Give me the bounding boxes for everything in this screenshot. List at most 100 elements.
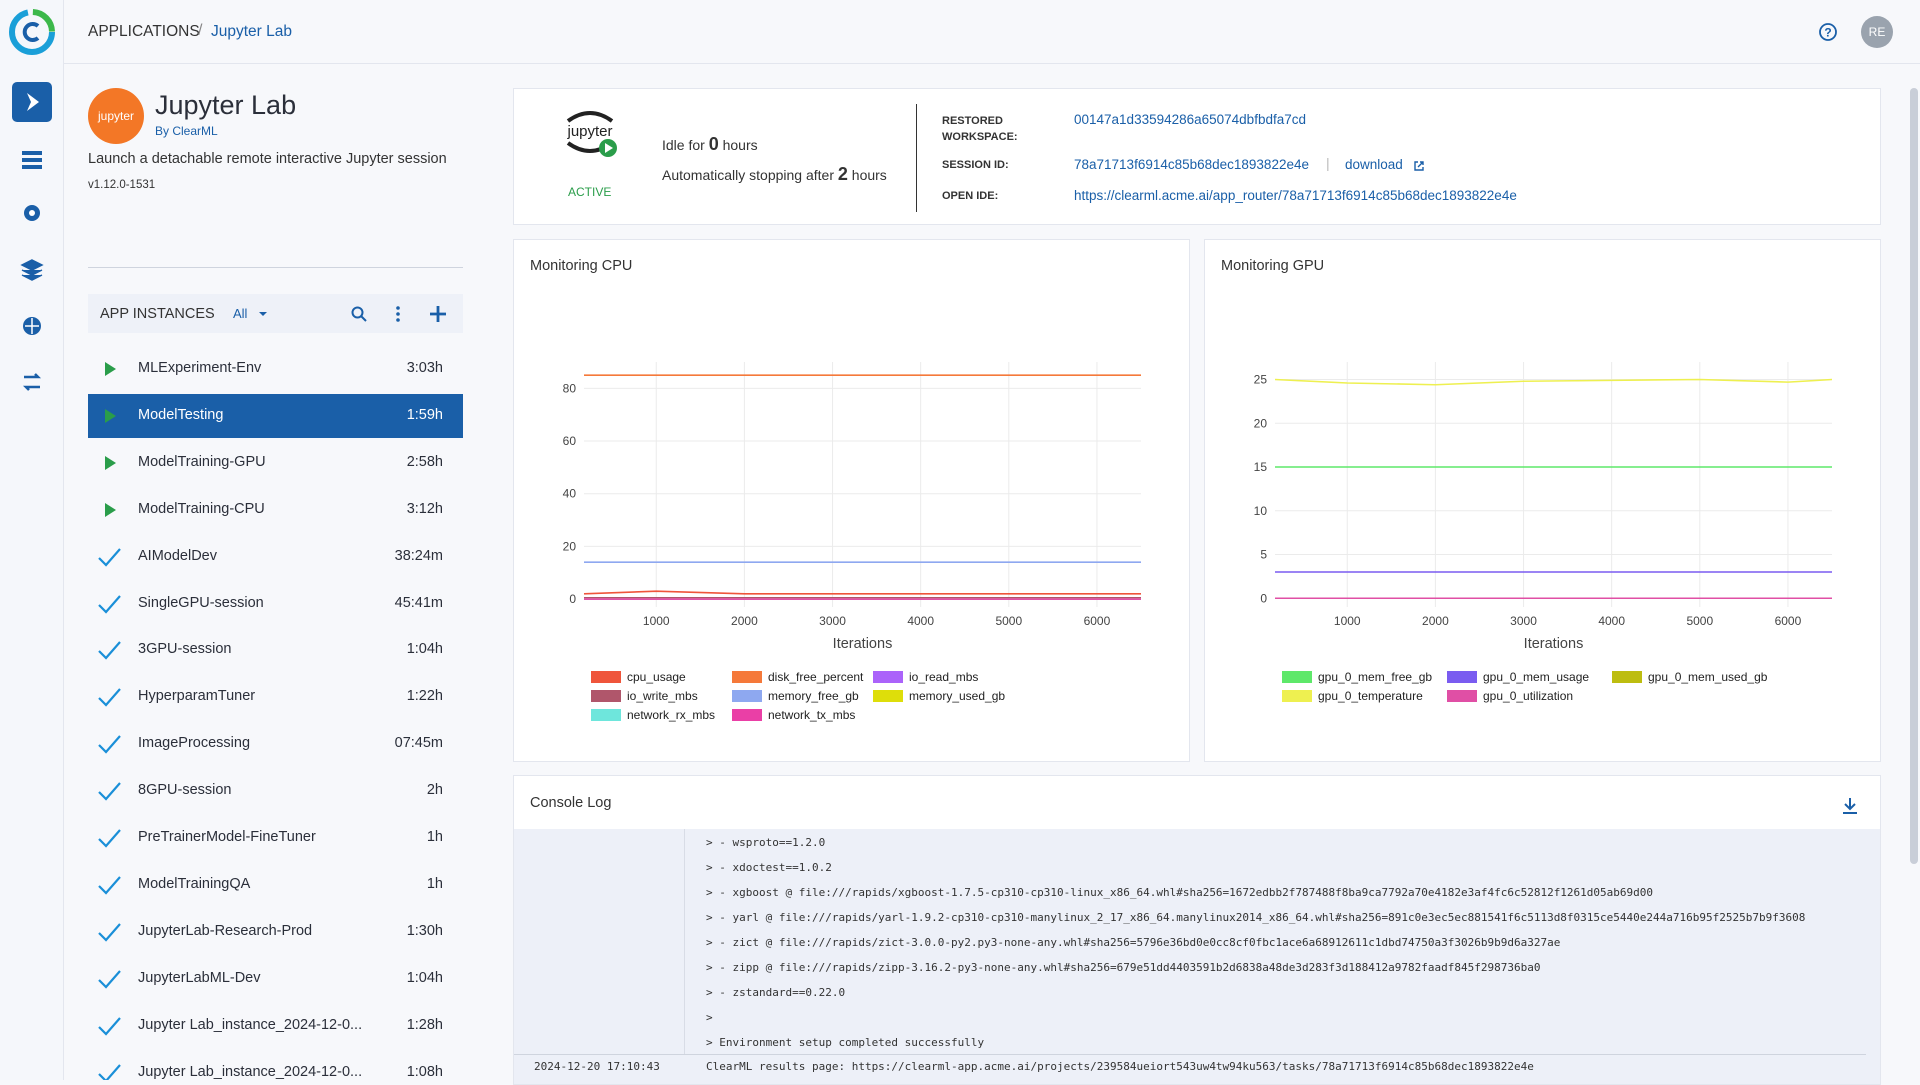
external-glyph xyxy=(1414,161,1424,171)
stop-value: 2 xyxy=(837,164,848,184)
legend-item[interactable]: gpu_0_mem_used_gb xyxy=(1612,670,1768,684)
nav-icon xyxy=(27,93,39,111)
field-value[interactable]: https://clearml.acme.ai/app_router/78a71… xyxy=(1074,188,1517,203)
instance-time: 1:22h xyxy=(406,688,443,705)
legend-label: disk_free_percent xyxy=(768,670,864,684)
instance-row[interactable]: ModelTrainingQA 1h xyxy=(88,863,463,907)
log-result: ClearML results page: https://clearml-ap… xyxy=(706,1060,1534,1073)
instance-row[interactable]: ModelTesting 1:59h xyxy=(88,393,463,438)
legend-item[interactable]: gpu_0_temperature xyxy=(1282,689,1423,703)
instance-row[interactable]: JupyterLab-Research-Prod 1:30h xyxy=(88,910,463,954)
series-line xyxy=(583,590,1141,595)
instance-name: SingleGPU-session xyxy=(138,594,264,611)
legend-label: gpu_0_mem_used_gb xyxy=(1648,670,1768,684)
stop-unit: hours xyxy=(851,167,887,183)
nav-icon xyxy=(22,165,42,169)
field-label: OPEN IDE: xyxy=(942,190,999,202)
nav-icon xyxy=(20,259,44,281)
breadcrumb-root[interactable]: APPLICATIONS xyxy=(88,23,200,40)
log-line: > - zstandard==0.22.0 xyxy=(706,986,846,999)
y-tick-label: 80 xyxy=(563,381,577,395)
nav-datasets[interactable] xyxy=(20,148,44,172)
download-link[interactable]: download xyxy=(1345,157,1403,172)
legend-swatch xyxy=(1447,690,1477,702)
instance-row[interactable]: ImageProcessing 07:45m xyxy=(88,722,463,766)
instance-row[interactable]: PreTrainerModel-FineTuner 1h xyxy=(88,816,463,860)
stop-text: Automatically stopping after 2 hours xyxy=(662,164,887,185)
nav-pipelines[interactable] xyxy=(20,370,44,394)
legend-item[interactable]: io_read_mbs xyxy=(873,670,978,684)
check-icon xyxy=(98,923,121,942)
session-card: jupyter ACTIVE Idle for 0 hours Automati… xyxy=(513,88,1881,225)
legend-item[interactable]: memory_used_gb xyxy=(873,689,1005,703)
instance-name: Jupyter Lab_instance_2024-12-0... xyxy=(138,1063,363,1080)
session-logo-text: jupyter xyxy=(567,123,613,140)
nav-orchestration[interactable] xyxy=(20,202,44,226)
nav-apps[interactable] xyxy=(12,82,52,122)
legend-item[interactable]: gpu_0_utilization xyxy=(1447,689,1573,703)
log-line: > - zipp @ file:///rapids/zipp-3.16.2-py… xyxy=(706,961,1541,974)
app-logo: jupyter xyxy=(88,88,144,144)
x-tick-label: 2000 xyxy=(1422,614,1449,628)
instances-filter[interactable]: All xyxy=(233,306,248,321)
legend-swatch xyxy=(591,709,621,721)
instance-row[interactable]: 8GPU-session 2h xyxy=(88,769,463,813)
menu-button[interactable] xyxy=(391,305,405,323)
logo[interactable] xyxy=(8,8,56,56)
help-ring xyxy=(1819,23,1837,41)
legend-item[interactable]: disk_free_percent xyxy=(732,670,864,684)
nav-brain[interactable] xyxy=(20,314,44,338)
chart: 0 5 10 15 20 25 1000 2000 3000 4000 5000 6000 Iterat… xyxy=(1254,362,1833,703)
instance-icon xyxy=(98,1016,121,1036)
instance-row[interactable]: ModelTraining-CPU 3:12h xyxy=(88,488,463,532)
field-value[interactable]: 78a71713f6914c85b68dec1893822e4e xyxy=(1074,157,1309,172)
legend-item[interactable]: network_tx_mbs xyxy=(732,708,855,722)
y-tick-label: 0 xyxy=(1260,591,1267,605)
instance-row[interactable]: Jupyter Lab_instance_2024-12-0... 1:08h xyxy=(88,1051,463,1080)
legend-label: io_write_mbs xyxy=(627,689,698,703)
y-tick-label: 15 xyxy=(1254,460,1268,474)
legend-item[interactable]: gpu_0_mem_free_gb xyxy=(1282,670,1432,684)
instance-time: 1:08h xyxy=(406,1063,443,1080)
legend-item[interactable]: io_write_mbs xyxy=(591,689,698,703)
nav-models[interactable] xyxy=(20,258,44,282)
instance-name: HyperparamTuner xyxy=(138,688,256,705)
instance-row[interactable]: 3GPU-session 1:04h xyxy=(88,628,463,672)
x-tick-label: 5000 xyxy=(1686,614,1713,628)
app-by[interactable]: By ClearML xyxy=(155,124,218,138)
instance-time: 1:04h xyxy=(406,969,443,986)
chart-title: Monitoring GPU xyxy=(1221,258,1325,274)
instance-row[interactable]: ModelTraining-GPU 2:58h xyxy=(88,441,463,485)
search-button[interactable] xyxy=(350,305,368,323)
instance-row[interactable]: MLExperiment-Env 3:03h xyxy=(88,347,463,391)
legend-swatch xyxy=(732,690,762,702)
legend-item[interactable]: gpu_0_mem_usage xyxy=(1447,670,1589,684)
instance-name: ModelTesting xyxy=(138,406,224,423)
search-icon xyxy=(351,306,364,319)
external-icon[interactable] xyxy=(1413,160,1425,172)
y-tick-label: 5 xyxy=(1260,548,1267,562)
breadcrumb-current: Jupyter Lab xyxy=(211,23,292,40)
instance-time: 1:28h xyxy=(406,1016,443,1033)
instance-row[interactable]: JupyterLabML-Dev 1:04h xyxy=(88,957,463,1001)
legend-item[interactable]: network_rx_mbs xyxy=(591,708,715,722)
legend-item[interactable]: memory_free_gb xyxy=(732,689,859,703)
avatar[interactable]: RE xyxy=(1861,16,1893,48)
help-icon[interactable]: ? xyxy=(1818,22,1838,42)
instance-row[interactable]: AIModelDev 38:24m xyxy=(88,535,463,579)
help-mark: ? xyxy=(1824,26,1831,40)
instance-row[interactable]: SingleGPU-session 45:41m xyxy=(88,582,463,626)
instance-row[interactable]: Jupyter Lab_instance_2024-12-0... 1:28h xyxy=(88,1004,463,1048)
idle-value: 0 xyxy=(708,134,719,154)
field-value[interactable]: 00147a1d33594286a65074dbfbdfa7cd xyxy=(1074,112,1306,127)
add-button[interactable] xyxy=(428,304,448,324)
instance-row[interactable]: HyperparamTuner 1:22h xyxy=(88,675,463,719)
chart-panel: Monitoring CPU 0 20 40 60 80 1000 2000 3000 4000… xyxy=(513,239,1190,762)
legend-item[interactable]: cpu_usage xyxy=(591,670,686,684)
y-tick-label: 60 xyxy=(563,434,577,448)
console-download[interactable] xyxy=(1840,796,1860,816)
filter-caret[interactable] xyxy=(258,310,268,318)
check-icon xyxy=(98,1063,121,1080)
instance-icon xyxy=(98,688,121,707)
instance-icon xyxy=(105,362,116,376)
